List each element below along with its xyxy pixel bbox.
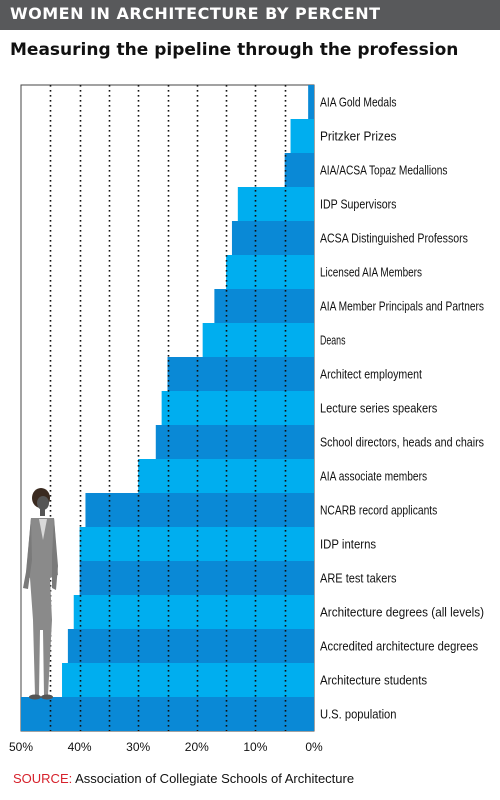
category-label: IDP Supervisors [320, 198, 397, 212]
category-label: NCARB record applicants [320, 504, 437, 518]
chart-title: WOMEN IN ARCHITECTURE BY PERCENT [10, 4, 381, 23]
bar-2 [284, 153, 314, 187]
category-label: ARE test takers [320, 572, 397, 586]
source-line: SOURCE: Association of Collegiate School… [13, 771, 354, 786]
bar-10 [155, 425, 314, 459]
bar-6 [214, 289, 314, 323]
title-band: WOMEN IN ARCHITECTURE BY PERCENT [0, 0, 500, 30]
bar-17 [62, 663, 314, 697]
bar-12 [85, 493, 315, 527]
x-tick-label: 10% [243, 740, 267, 754]
woman-figure-icon [23, 488, 58, 700]
bar-4 [231, 221, 314, 255]
category-label: School directors, heads and chairs [320, 436, 484, 450]
x-tick-label: 50% [9, 740, 33, 754]
bar-9 [161, 391, 314, 425]
bar-14 [79, 561, 314, 595]
bar-18 [21, 697, 314, 731]
category-label: Licensed AIA Members [320, 266, 422, 280]
category-label: Architect employment [320, 368, 422, 382]
bar-0 [308, 85, 314, 119]
bar-16 [67, 629, 314, 663]
category-label: AIA Member Principals and Partners [320, 300, 484, 314]
category-label: U.S. population [320, 708, 397, 722]
bar-7 [202, 323, 314, 357]
x-tick-label: 0% [305, 740, 323, 754]
category-label: IDP interns [320, 538, 376, 552]
source-text: Association of Collegiate Schools of Arc… [75, 771, 355, 786]
bar-chart: 50% 40% 30% 20% 10% 0% AIA Gold Medals Pritzker… [9, 84, 484, 754]
category-label: ACSA Distinguished Professors [320, 232, 468, 246]
x-tick-label: 40% [68, 740, 92, 754]
category-label: Lecture series speakers [320, 402, 437, 416]
source-label: SOURCE: [13, 771, 73, 786]
category-label: Architecture degrees (all levels) [320, 606, 484, 620]
chart-subtitle: Measuring the pipeline through the profe… [10, 40, 459, 60]
bar-5 [226, 255, 314, 289]
bar-1 [290, 119, 314, 153]
bar-15 [73, 595, 315, 629]
x-tick-label: 20% [185, 740, 209, 754]
category-label: Deans [320, 334, 346, 348]
category-label: Pritzker Prizes [320, 130, 397, 144]
bar-3 [237, 187, 314, 221]
x-tick-label: 30% [126, 740, 150, 754]
category-label: Accredited architecture degrees [320, 640, 478, 654]
category-label: AIA/ACSA Topaz Medallions [320, 164, 448, 178]
category-label: AIA associate members [320, 470, 427, 484]
bar-8 [167, 357, 314, 391]
category-label: AIA Gold Medals [320, 96, 397, 110]
category-label: Architecture students [320, 674, 427, 688]
